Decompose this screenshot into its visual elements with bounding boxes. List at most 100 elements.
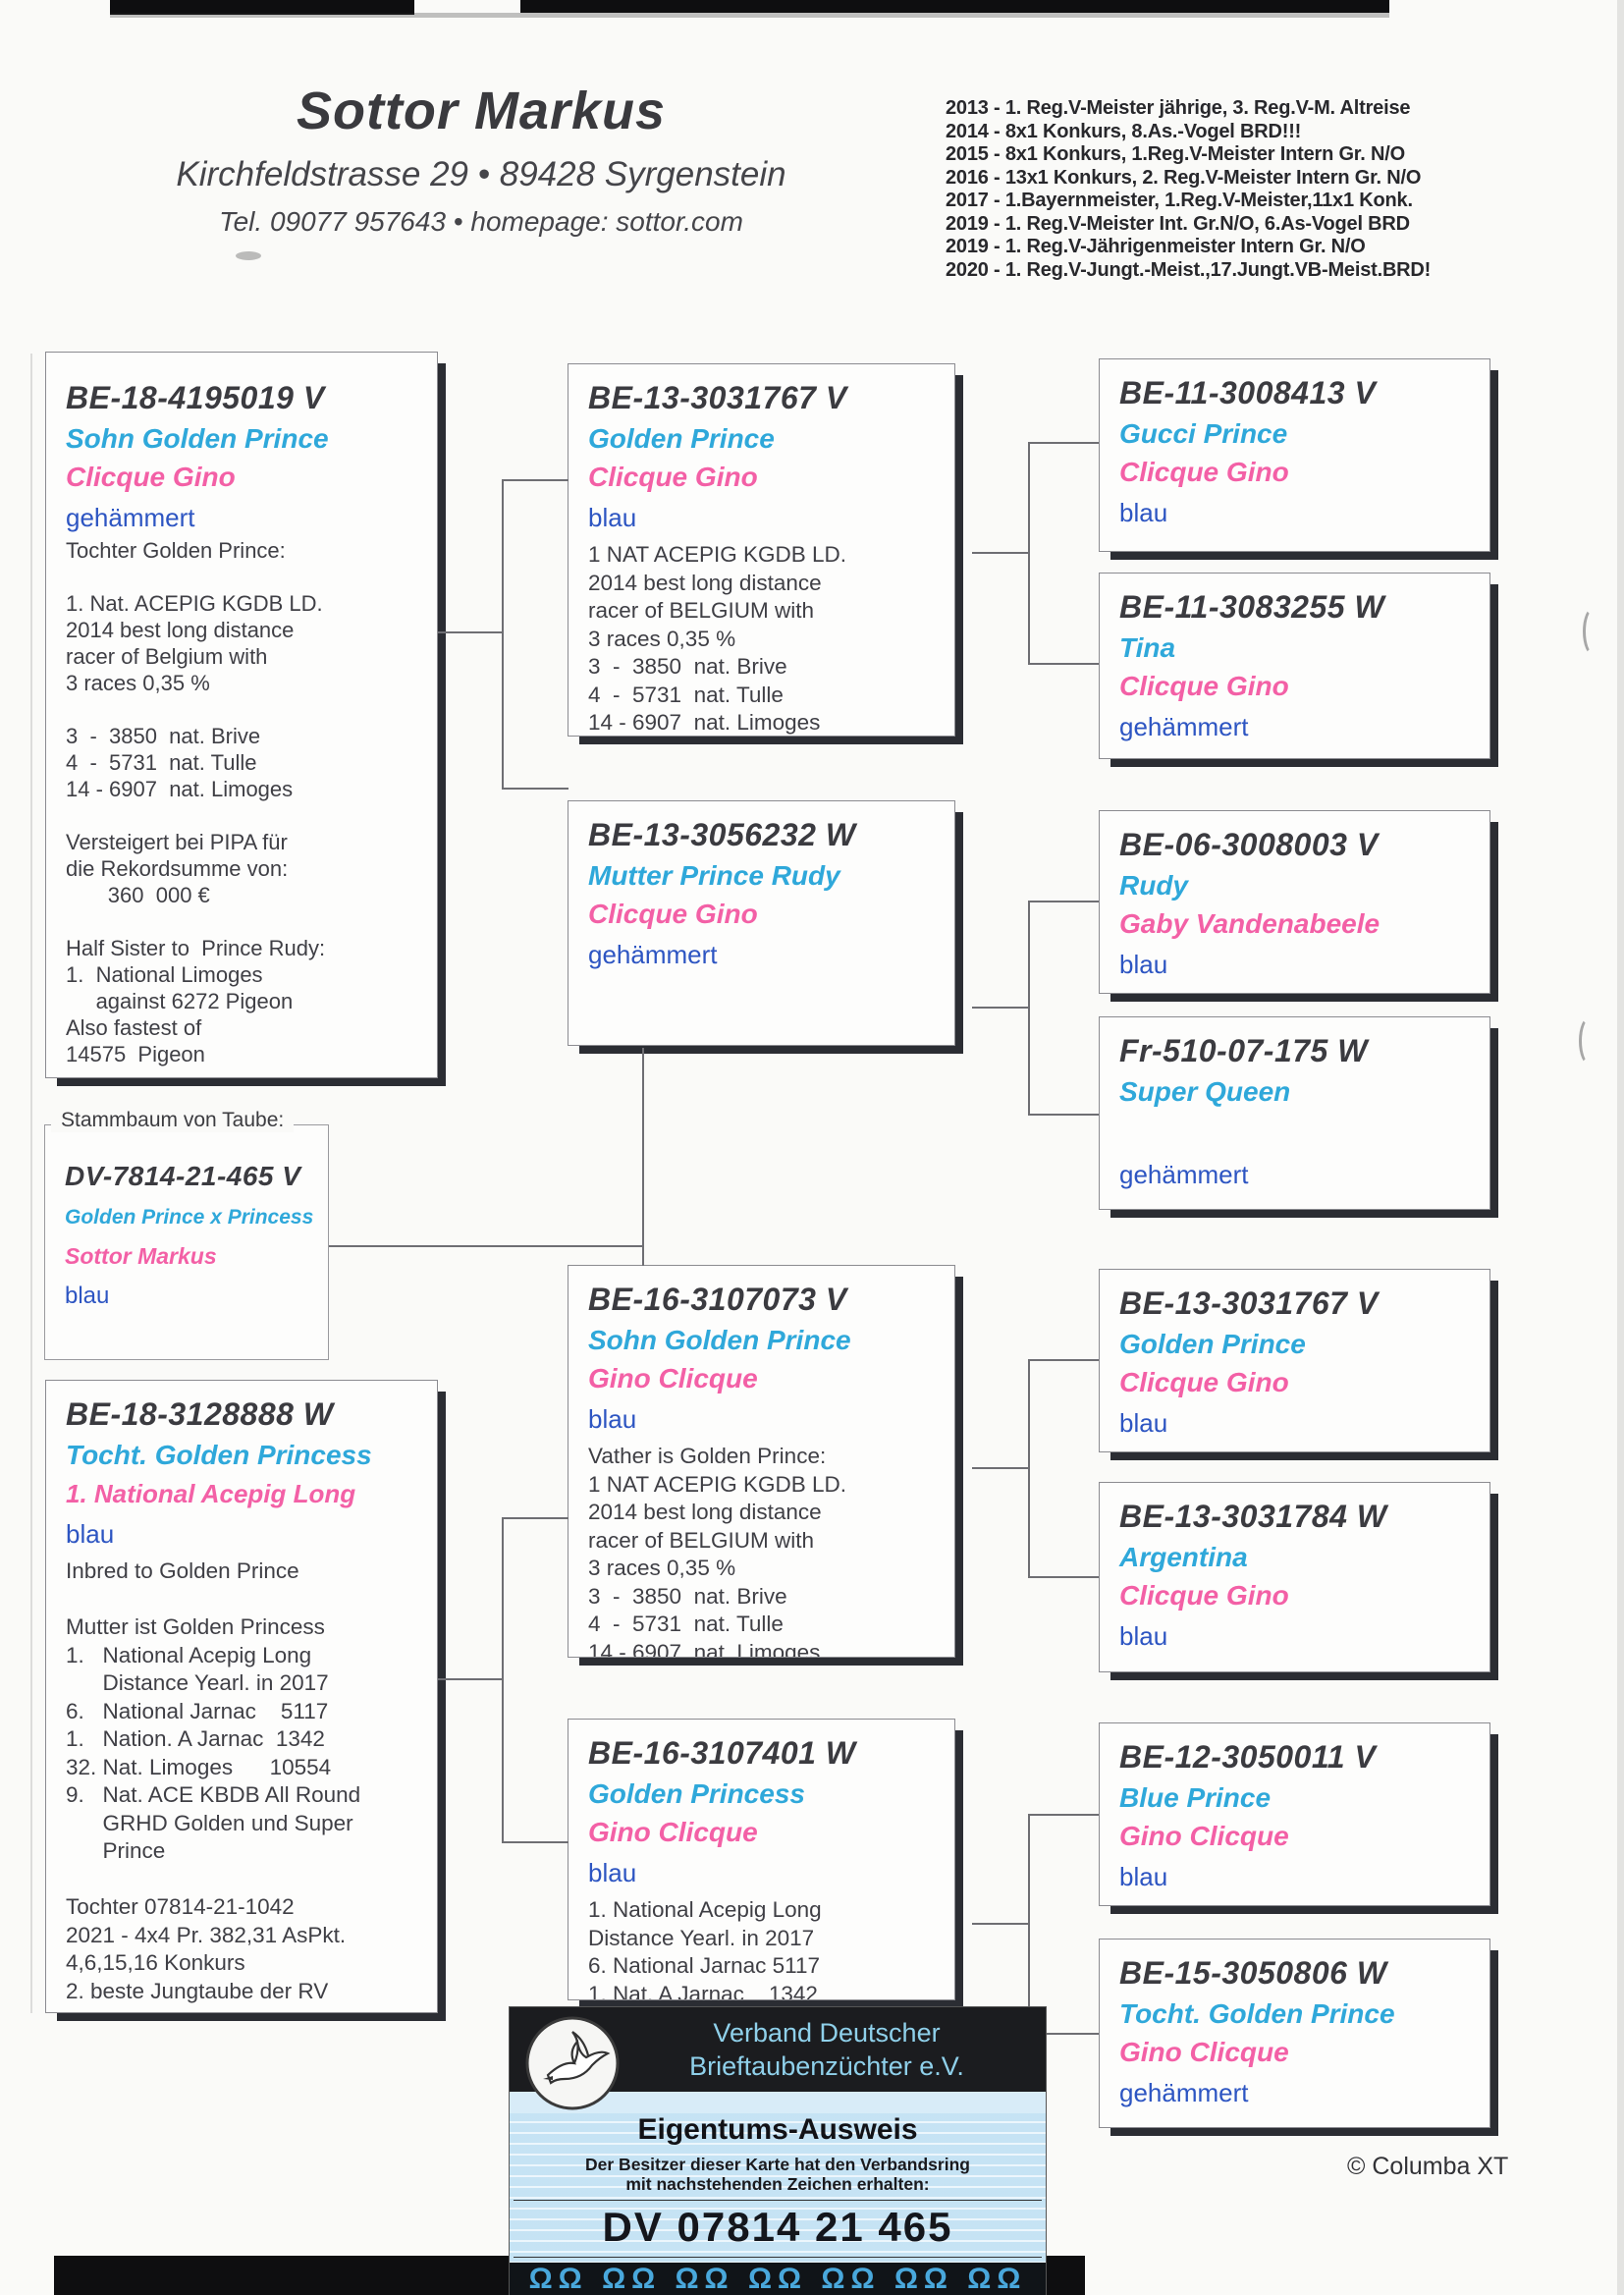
breeder-name: Sottor Markus [65, 1243, 217, 1269]
connector-dam-feed [438, 1678, 503, 1680]
ownership-card-divider-top [514, 2200, 1042, 2201]
connector-subject-vertical [642, 1048, 644, 1266]
connector-sd-vertical [1028, 901, 1030, 1116]
bird-name: Tocht. Golden Princess [66, 1440, 372, 1470]
bird-name: Golden Prince [588, 423, 775, 454]
scan-artifact-curve-2 [1579, 1016, 1600, 1066]
achievement-list: 2013 - 1. Reg.V-Meister jährige, 3. Reg.… [946, 97, 1432, 281]
ring-number: BE-15-3050806 W [1119, 1955, 1387, 1991]
ring-number: BE-12-3050011 V [1119, 1739, 1377, 1775]
breeder-name: Gino Clicque [1119, 1821, 1289, 1851]
connector-dam-vertical [502, 1517, 504, 1843]
scan-artifact-left-edge [30, 354, 32, 2013]
color-line: blau [1119, 950, 1168, 979]
ring-number: BE-18-4195019 V [66, 380, 325, 415]
bird-name: Golden Princess [588, 1778, 805, 1809]
connector-ss-feed [972, 552, 1029, 554]
bird-name: Sohn Golden Prince [588, 1325, 851, 1355]
pedigree-box: BE-18-3128888 W Tocht. Golden Princess 1… [45, 1380, 438, 2013]
pedigree-box: BE-13-3031767 V Golden Prince Clicque Gi… [568, 363, 955, 737]
bird-name: Golden Prince x Princess [65, 1206, 314, 1229]
scan-artifact-curve-1 [1583, 607, 1604, 656]
pedigree-box: Stammbaum von Taube: DV-7814-21-465 V Go… [44, 1109, 329, 1360]
box-details: Vather is Golden Prince: 1 NAT ACEPIG KG… [588, 1444, 847, 1658]
scan-artifact-top-bar-left [110, 0, 414, 15]
connector-sire-stub-bottom [504, 788, 568, 790]
connector-ds-stub-top [1030, 1359, 1099, 1361]
ring-number: BE-13-3031767 V [588, 380, 847, 415]
association-name-line2: Brieftaubenzüchter e.V. [689, 2051, 964, 2081]
connector-sire-feed [438, 631, 503, 633]
breeder-name: Clicque Gino [66, 462, 236, 492]
box-details: Tochter Golden Prince: 1. Nat. ACEPIG KG… [66, 538, 326, 1066]
breeder-contact: Tel. 09077 957643 • homepage: sottor.com [219, 206, 743, 237]
color-line: gehämmert [1119, 1160, 1249, 1189]
connector-sd-feed [972, 1007, 1029, 1009]
pedigree-box: BE-13-3031767 V Golden Prince Clicque Gi… [1099, 1269, 1490, 1452]
breeder-name: Gino Clicque [588, 1817, 758, 1847]
ownership-card: Verband Deutscher Brieftaubenzüchter e.V… [509, 2006, 1047, 2295]
connector-dam-stub-top [504, 1517, 568, 1519]
connector-ss-vertical [1028, 442, 1030, 665]
breeder-name: Clicque Gino [588, 899, 758, 929]
ring-number: BE-16-3107401 W [588, 1735, 856, 1771]
association-name-line1: Verband Deutscher [713, 2018, 941, 2048]
ring-number: BE-16-3107073 V [588, 1282, 847, 1317]
pedigree-box: BE-16-3107401 W Golden Princess Gino Cli… [568, 1719, 955, 2000]
pedigree-box: BE-11-3083255 W Tina Clicque Gino gehämm… [1099, 573, 1490, 759]
pedigree-box: BE-15-3050806 W Tocht. Golden Prince Gin… [1099, 1939, 1490, 2128]
color-line: blau [1119, 498, 1168, 527]
connector-sire-stub-top [504, 479, 568, 481]
connector-dd-vertical [1028, 1814, 1030, 2035]
pedigree-box: BE-11-3008413 V Gucci Prince Clicque Gin… [1099, 358, 1490, 552]
connector-ds-vertical [1028, 1359, 1030, 1578]
breeder-name: Clicque Gino [1119, 1580, 1289, 1611]
scan-artifact-top-bar-right [520, 0, 1389, 13]
connector-ss-stub-bottom [1030, 663, 1099, 665]
guilloche-band: ΩΩ ΩΩ ΩΩ ΩΩ ΩΩ ΩΩ ΩΩ ΩΩ ΩΩ ΩΩ ΩΩ [510, 2263, 1046, 2295]
scan-artifact-smudge [236, 251, 261, 260]
breeder-address: Kirchfeldstrasse 29 • 89428 Syrgenstein [176, 155, 786, 193]
color-line: blau [1119, 1408, 1168, 1438]
connector-dam-stub-bottom [504, 1841, 568, 1843]
box-label: Stammbaum von Taube: [51, 1109, 295, 1132]
breeder-name: Clicque Gino [1119, 1367, 1289, 1397]
breeder-name: Clicque Gino [1119, 457, 1289, 487]
breeder-name: 1. National Acepig Long [66, 1479, 356, 1508]
ownership-card-title: Eigentums-Ausweis [637, 2113, 918, 2146]
breeder-name: Gino Clicque [588, 1363, 758, 1393]
connector-subject-feed [329, 1245, 644, 1247]
pedigree-box: BE-18-4195019 V Sohn Golden Prince Clicq… [45, 352, 438, 1078]
breeder-name: Gino Clicque [1119, 2037, 1289, 2067]
connector-sd-stub-top [1030, 901, 1099, 902]
bird-name: Tocht. Golden Prince [1119, 1998, 1395, 2029]
breeder-name: Clicque Gino [1119, 671, 1289, 701]
color-line: gehämmert [588, 940, 718, 969]
connector-sd-stub-bottom [1030, 1114, 1099, 1116]
bird-name: Argentina [1119, 1542, 1248, 1572]
breeder-title: Sottor Markus [296, 82, 667, 140]
box-details: 1 NAT ACEPIG KGDB LD. 2014 best long dis… [588, 542, 847, 735]
dove-logo-icon [523, 2014, 622, 2112]
bird-name: Gucci Prince [1119, 418, 1288, 449]
color-line: blau [588, 1858, 637, 1887]
bird-name: Rudy [1119, 870, 1188, 901]
ring-number: Fr-510-07-175 W [1119, 1033, 1368, 1068]
ring-number: BE-13-3031784 W [1119, 1499, 1387, 1534]
bird-name: Sohn Golden Prince [66, 423, 329, 454]
ring-number: BE-18-3128888 W [66, 1396, 334, 1432]
ring-number: BE-13-3031767 V [1119, 1285, 1379, 1321]
ring-number: BE-06-3008003 V [1119, 827, 1379, 862]
connector-dd-feed [972, 1923, 1029, 1925]
ownership-card-subtitle-2: mit nachstehenden Zeichen erhalten: [625, 2174, 930, 2194]
bird-name: Blue Prince [1119, 1782, 1272, 1813]
color-line: blau [65, 1283, 110, 1309]
ring-number: BE-13-3056232 W [588, 817, 856, 852]
ownership-card-body: Eigentums-Ausweis Der Besitzer dieser Ka… [510, 2113, 1046, 2295]
color-line: gehämmert [1119, 712, 1249, 741]
software-credit: © Columba XT [1347, 2153, 1509, 2180]
ring-number: BE-11-3008413 V [1119, 375, 1377, 410]
color-line: blau [1119, 1621, 1168, 1651]
bird-name: Super Queen [1119, 1076, 1291, 1107]
